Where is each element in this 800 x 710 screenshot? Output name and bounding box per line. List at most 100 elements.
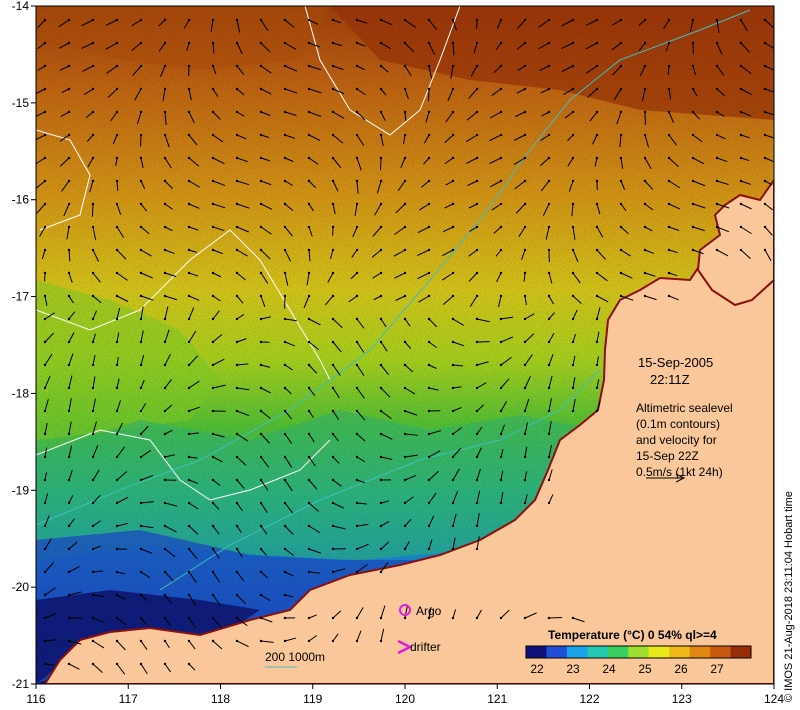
velocity-origin xyxy=(595,363,599,367)
velocity-arrow xyxy=(36,203,46,214)
velocity-origin xyxy=(187,478,191,482)
velocity-origin xyxy=(211,524,215,528)
velocity-arrow xyxy=(308,525,321,534)
velocity-origin xyxy=(643,110,647,114)
velocity-arrow xyxy=(489,157,502,165)
velocity-arrow xyxy=(92,444,99,458)
velocity-arrow xyxy=(260,272,269,284)
velocity-arrow xyxy=(380,65,389,73)
velocity-arrow xyxy=(740,180,751,185)
velocity-origin xyxy=(187,179,191,183)
velocity-arrow xyxy=(260,203,273,210)
velocity-origin xyxy=(547,133,551,137)
velocity-origin xyxy=(379,202,383,206)
velocity-origin xyxy=(619,294,623,298)
velocity-origin xyxy=(187,41,191,45)
velocity-origin xyxy=(475,294,479,298)
velocity-arrow xyxy=(284,65,298,72)
velocity-arrow xyxy=(467,180,478,186)
velocity-origin xyxy=(547,409,551,413)
velocity-arrow xyxy=(188,406,200,412)
velocity-origin xyxy=(307,225,311,229)
velocity-origin xyxy=(331,616,335,620)
velocity-origin xyxy=(187,133,191,137)
velocity-arrow xyxy=(236,65,245,75)
velocity-origin xyxy=(547,616,551,620)
colorbar-swatch xyxy=(607,646,629,658)
velocity-origin xyxy=(355,64,359,68)
velocity-arrow xyxy=(260,456,270,468)
velocity-arrow xyxy=(572,295,582,305)
velocity-origin xyxy=(259,179,263,183)
velocity-origin xyxy=(163,271,167,275)
velocity-arrow xyxy=(476,426,483,435)
velocity-origin xyxy=(763,41,767,45)
velocity-origin xyxy=(67,570,71,574)
velocity-arrow xyxy=(493,226,502,234)
velocity-arrow xyxy=(518,226,526,238)
velocity-origin xyxy=(571,156,575,160)
velocity-arrow xyxy=(164,663,172,673)
velocity-arrow xyxy=(164,640,170,649)
velocity-origin xyxy=(235,340,239,344)
velocity-arrow xyxy=(41,249,46,260)
velocity-arrow xyxy=(596,203,601,215)
velocity-arrow xyxy=(116,378,120,389)
velocity-arrow xyxy=(516,88,526,94)
velocity-origin xyxy=(115,317,119,321)
velocity-arrow xyxy=(329,249,334,259)
velocity-arrow xyxy=(116,496,129,504)
velocity-arrow xyxy=(764,19,774,28)
velocity-origin xyxy=(43,202,47,206)
velocity-arrow xyxy=(332,42,343,47)
velocity-arrow xyxy=(356,502,367,505)
velocity-arrow xyxy=(212,157,225,165)
velocity-origin xyxy=(499,478,503,482)
velocity-origin xyxy=(595,317,599,321)
velocity-arrow xyxy=(404,88,409,99)
velocity-origin xyxy=(451,41,455,45)
altimetry-line: 0.5m/s (1kt 24h) xyxy=(636,465,723,479)
velocity-origin xyxy=(571,340,575,344)
velocity-arrow xyxy=(308,42,320,48)
velocity-arrow xyxy=(308,65,322,71)
velocity-origin xyxy=(499,340,503,344)
velocity-origin xyxy=(499,156,503,160)
velocity-arrow xyxy=(476,490,481,504)
velocity-origin xyxy=(619,156,623,160)
velocity-arrow xyxy=(380,561,389,573)
velocity-origin xyxy=(403,156,407,160)
velocity-origin xyxy=(523,41,527,45)
velocity-arrow xyxy=(596,307,601,320)
velocity-origin xyxy=(427,524,431,528)
velocity-arrow xyxy=(332,180,339,192)
velocity-arrow xyxy=(571,203,574,217)
velocity-arrow xyxy=(764,157,774,163)
velocity-arrow xyxy=(164,594,173,605)
velocity-arrow xyxy=(140,403,147,412)
velocity-arrow xyxy=(260,479,269,491)
velocity-origin xyxy=(115,432,119,436)
velocity-arrow xyxy=(212,594,221,606)
velocity-origin xyxy=(163,478,167,482)
velocity-arrow xyxy=(668,157,680,168)
velocity-origin xyxy=(43,501,47,505)
velocity-arrow xyxy=(380,541,390,550)
velocity-arrow xyxy=(131,19,142,27)
velocity-origin xyxy=(427,18,431,22)
velocity-origin xyxy=(379,41,383,45)
velocity-arrow xyxy=(140,475,154,481)
velocity-origin xyxy=(283,340,287,344)
velocity-arrow xyxy=(404,111,407,121)
velocity-arrow xyxy=(644,134,650,148)
velocity-arrow xyxy=(380,433,393,440)
lon-tick-label: 116 xyxy=(26,692,45,706)
velocity-arrow xyxy=(380,19,393,26)
velocity-origin xyxy=(139,41,143,45)
velocity-arrow xyxy=(164,378,172,389)
velocity-arrow xyxy=(452,447,462,458)
velocity-origin xyxy=(91,110,95,114)
velocity-arrow xyxy=(517,65,526,71)
velocity-origin xyxy=(43,64,47,68)
velocity-arrow xyxy=(495,42,502,50)
